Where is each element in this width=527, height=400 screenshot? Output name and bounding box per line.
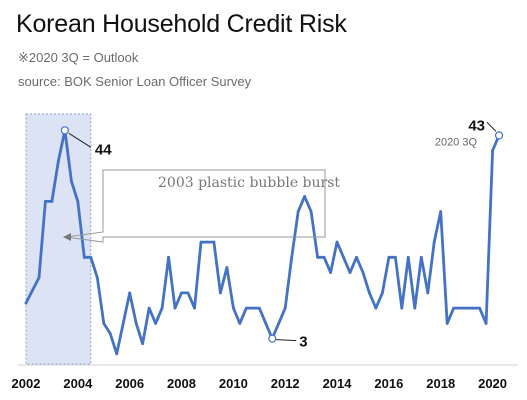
last-value-label: 43 [468,117,485,134]
data-point [478,306,481,310]
data-point [368,291,371,295]
data-point [290,255,294,259]
data-point [141,342,145,346]
data-point [128,291,132,295]
data-point [322,255,326,259]
data-point [355,255,358,259]
data-point [95,276,99,280]
data-point [413,306,417,310]
source-note: source: BOK Senior Loan Officer Survey [18,74,252,89]
data-point [37,276,41,280]
data-point [445,321,449,325]
data-point [491,149,494,153]
last-period-label: 2020 3Q [435,136,478,148]
data-point [316,255,319,259]
data-point [82,255,86,259]
data-point [102,321,106,325]
data-point [193,306,196,310]
data-point [121,321,125,325]
data-point [374,306,378,310]
data-point [186,291,190,295]
data-point [348,271,352,274]
data-point [329,271,332,274]
data-point [231,306,235,310]
x-tick-label: 2002 [12,376,41,391]
data-point [484,321,488,325]
data-point [277,321,281,325]
data-point [419,255,423,259]
data-point [426,291,430,295]
data-point [432,240,436,244]
x-tick-label: 2018 [426,376,455,391]
data-point [180,291,183,295]
data-point [303,194,307,198]
data-point [69,179,73,183]
data-point [212,240,216,244]
data-point [115,352,119,356]
low-label: 3 [299,334,307,351]
data-point [264,321,268,325]
peak-label: 44 [95,141,112,158]
data-point [387,255,391,259]
data-point [89,255,93,259]
peak-marker [60,126,69,135]
data-point [309,210,313,214]
x-tick-label: 2010 [219,376,248,391]
data-point [24,301,28,305]
data-point [167,255,170,259]
data-point [257,306,261,310]
data-point [471,306,475,310]
data-point [50,200,54,203]
x-tick-label: 2016 [374,376,403,391]
data-point [251,306,255,310]
low-leader-line [276,339,297,342]
data-point [225,266,229,269]
event-annotation-text: 2003 plastic bubble burst [158,175,340,191]
data-point [335,240,339,244]
x-tick-label: 2004 [63,376,93,391]
chart-title: Korean Household Credit Risk [16,10,347,38]
outlook-note: ※2020 3Q = Outlook [18,50,139,65]
last-leader-line [486,122,497,132]
data-point [219,291,222,295]
event-arrowhead [63,233,71,241]
data-point [452,306,456,310]
data-point [206,240,209,244]
data-point [361,271,365,274]
data-point [44,200,47,203]
data-point [406,255,410,259]
data-point [342,255,345,259]
series-line [24,128,501,356]
data-point [458,306,462,310]
data-point [465,306,469,310]
data-point [296,210,300,214]
last-marker [494,131,504,140]
data-point [238,321,242,325]
x-tick-label: 2020 [478,376,507,391]
data-point [244,306,248,310]
peak-leader-line [68,132,92,148]
data-point [160,306,164,310]
data-point [400,306,404,310]
data-point [134,321,138,325]
x-tick-label: 2012 [271,376,300,391]
data-point [76,200,80,203]
data-point [393,255,397,259]
data-point [439,210,443,214]
x-tick-label: 2014 [323,376,353,391]
data-point [108,332,112,335]
event-callout-box [65,169,326,243]
data-point [283,306,287,310]
x-tick-label: 2008 [167,376,196,391]
data-point [154,321,158,325]
data-point [381,291,384,295]
low-marker [268,334,277,343]
data-point [173,306,177,310]
data-point [57,159,60,163]
data-point [199,240,203,244]
x-tick-label: 2006 [115,376,144,391]
data-point [147,306,151,310]
